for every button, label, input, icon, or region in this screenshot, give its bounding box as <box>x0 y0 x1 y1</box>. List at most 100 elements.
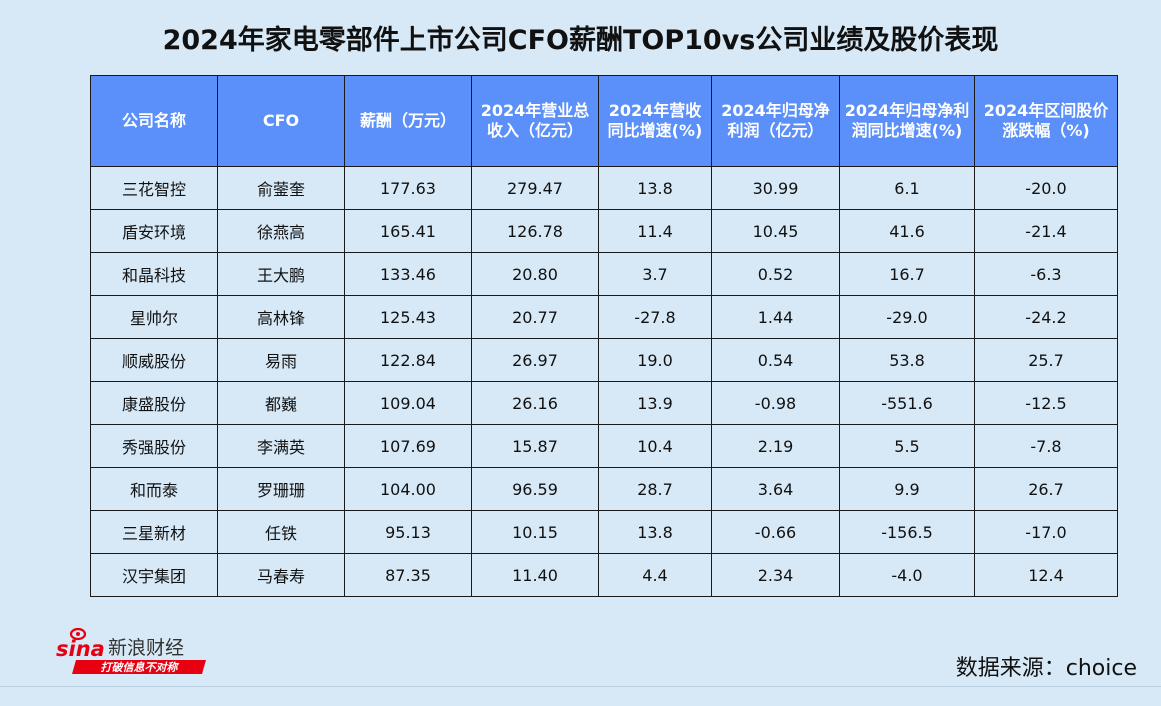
cell-revenue: 20.77 <box>471 295 599 339</box>
cell-cfo: 高林锋 <box>217 295 345 339</box>
cell-stock-change: -6.3 <box>974 252 1118 296</box>
cell-cfo: 易雨 <box>217 338 345 382</box>
cell-company: 三星新材 <box>90 510 218 554</box>
cell-revenue: 26.16 <box>471 381 599 425</box>
table-row: 星帅尔 高林锋 125.43 20.77 -27.8 1.44 -29.0 -24.2 <box>90 295 1118 339</box>
cell-revenue-growth: 13.8 <box>598 510 712 554</box>
cell-company: 顺威股份 <box>90 338 218 382</box>
cell-revenue-growth: 4.4 <box>598 553 712 597</box>
cell-company: 秀强股份 <box>90 424 218 468</box>
cell-cfo: 李满英 <box>217 424 345 468</box>
header-net-profit-growth: 2024年归母净利润同比增速(%) <box>839 75 975 167</box>
table-header-row: 公司名称 CFO 薪酬（万元） 2024年营业总收入（亿元） 2024年营收同比… <box>90 75 1118 167</box>
cell-revenue: 10.15 <box>471 510 599 554</box>
cell-net-profit: 2.34 <box>711 553 840 597</box>
cell-stock-change: -12.5 <box>974 381 1118 425</box>
table-row: 和晶科技 王大鹏 133.46 20.80 3.7 0.52 16.7 -6.3 <box>90 252 1118 296</box>
cell-net-profit-growth: 5.5 <box>839 424 975 468</box>
cell-net-profit: 2.19 <box>711 424 840 468</box>
cell-net-profit: 0.52 <box>711 252 840 296</box>
cell-salary: 95.13 <box>344 510 472 554</box>
cell-salary: 165.41 <box>344 209 472 253</box>
cell-net-profit: 30.99 <box>711 166 840 210</box>
cell-salary: 122.84 <box>344 338 472 382</box>
cell-company: 和晶科技 <box>90 252 218 296</box>
sina-finance-logo: sina 新浪财经 打破信息不对称 <box>56 626 226 678</box>
cell-cfo: 马春寿 <box>217 553 345 597</box>
table-row: 秀强股份 李满英 107.69 15.87 10.4 2.19 5.5 -7.8 <box>90 424 1118 468</box>
header-cfo: CFO <box>217 75 345 167</box>
cell-cfo: 徐燕高 <box>217 209 345 253</box>
cell-stock-change: 26.7 <box>974 467 1118 511</box>
cell-revenue-growth: 10.4 <box>598 424 712 468</box>
cell-company: 汉宇集团 <box>90 553 218 597</box>
cell-company: 盾安环境 <box>90 209 218 253</box>
cell-stock-change: -21.4 <box>974 209 1118 253</box>
bottom-divider <box>0 686 1161 687</box>
cell-company: 康盛股份 <box>90 381 218 425</box>
cell-revenue: 126.78 <box>471 209 599 253</box>
table-row: 顺威股份 易雨 122.84 26.97 19.0 0.54 53.8 25.7 <box>90 338 1118 382</box>
cell-net-profit: 3.64 <box>711 467 840 511</box>
cell-revenue-growth: 11.4 <box>598 209 712 253</box>
cell-stock-change: -7.8 <box>974 424 1118 468</box>
cell-net-profit: -0.98 <box>711 381 840 425</box>
cell-company: 和而泰 <box>90 467 218 511</box>
page-title: 2024年家电零部件上市公司CFO薪酬TOP10vs公司业绩及股价表现 <box>162 25 999 56</box>
table-row: 和而泰 罗珊珊 104.00 96.59 28.7 3.64 9.9 26.7 <box>90 467 1118 511</box>
cell-cfo: 俞蓥奎 <box>217 166 345 210</box>
cell-revenue: 96.59 <box>471 467 599 511</box>
cell-stock-change: -24.2 <box>974 295 1118 339</box>
cell-cfo: 王大鹏 <box>217 252 345 296</box>
cell-salary: 109.04 <box>344 381 472 425</box>
cell-net-profit-growth: -156.5 <box>839 510 975 554</box>
cell-revenue-growth: 28.7 <box>598 467 712 511</box>
cell-revenue-growth: 13.9 <box>598 381 712 425</box>
slogan-text: 打破信息不对称 <box>101 661 180 674</box>
cell-net-profit: 10.45 <box>711 209 840 253</box>
sina-brand-text: sina <box>56 637 105 661</box>
header-salary: 薪酬（万元） <box>344 75 472 167</box>
table-row: 三花智控 俞蓥奎 177.63 279.47 13.8 30.99 6.1 -20.0 <box>90 166 1118 210</box>
cell-net-profit: -0.66 <box>711 510 840 554</box>
cell-stock-change: -17.0 <box>974 510 1118 554</box>
table-row: 三星新材 任铁 95.13 10.15 13.8 -0.66 -156.5 -17.0 <box>90 510 1118 554</box>
cell-company: 三花智控 <box>90 166 218 210</box>
cell-net-profit-growth: -29.0 <box>839 295 975 339</box>
table-body: 三花智控 俞蓥奎 177.63 279.47 13.8 30.99 6.1 -20.0 盾安环境… <box>90 166 1118 597</box>
cell-salary: 125.43 <box>344 295 472 339</box>
cell-net-profit-growth: 9.9 <box>839 467 975 511</box>
table-row: 盾安环境 徐燕高 165.41 126.78 11.4 10.45 41.6 -21.4 <box>90 209 1118 253</box>
cell-salary: 87.35 <box>344 553 472 597</box>
cfo-salary-table: 公司名称 CFO 薪酬（万元） 2024年营业总收入（亿元） 2024年营收同比… <box>90 75 1118 597</box>
sina-logo-graphic: sina 新浪财经 打破信息不对称 <box>56 627 206 674</box>
cell-stock-change: 12.4 <box>974 553 1118 597</box>
cell-stock-change: 25.7 <box>974 338 1118 382</box>
cell-revenue: 20.80 <box>471 252 599 296</box>
cell-net-profit-growth: 41.6 <box>839 209 975 253</box>
cell-revenue-growth: 19.0 <box>598 338 712 382</box>
data-source: 数据来源：choice <box>955 656 1137 681</box>
cell-revenue-growth: -27.8 <box>598 295 712 339</box>
slogan-banner <box>72 660 206 674</box>
cell-cfo: 都巍 <box>217 381 345 425</box>
cell-salary: 104.00 <box>344 467 472 511</box>
cell-net-profit: 1.44 <box>711 295 840 339</box>
cell-net-profit: 0.54 <box>711 338 840 382</box>
cell-net-profit-growth: -4.0 <box>839 553 975 597</box>
cell-revenue: 11.40 <box>471 553 599 597</box>
cell-net-profit-growth: 53.8 <box>839 338 975 382</box>
cell-net-profit-growth: 16.7 <box>839 252 975 296</box>
header-stock-change: 2024年区间股价涨跌幅（%) <box>974 75 1118 167</box>
cell-company: 星帅尔 <box>90 295 218 339</box>
cell-revenue-growth: 13.8 <box>598 166 712 210</box>
cell-cfo: 任铁 <box>217 510 345 554</box>
cell-revenue: 26.97 <box>471 338 599 382</box>
cell-net-profit-growth: -551.6 <box>839 381 975 425</box>
cell-net-profit-growth: 6.1 <box>839 166 975 210</box>
header-revenue: 2024年营业总收入（亿元） <box>471 75 599 167</box>
cell-salary: 133.46 <box>344 252 472 296</box>
table-row: 康盛股份 都巍 109.04 26.16 13.9 -0.98 -551.6 -12.5 <box>90 381 1118 425</box>
cell-revenue-growth: 3.7 <box>598 252 712 296</box>
sina-eye-icon <box>69 627 87 641</box>
